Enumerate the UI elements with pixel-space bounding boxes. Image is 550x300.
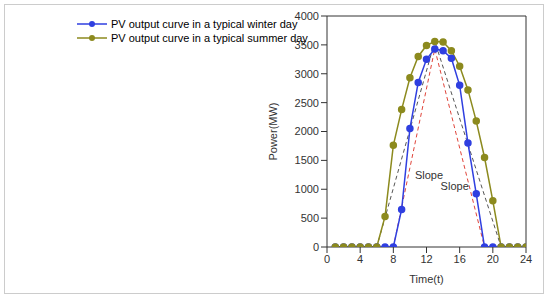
svg-text:8: 8 (390, 253, 396, 265)
svg-text:500: 500 (301, 212, 319, 224)
svg-text:3500: 3500 (295, 39, 319, 51)
svg-text:2000: 2000 (295, 125, 319, 137)
svg-text:4: 4 (357, 253, 363, 265)
svg-text:0: 0 (313, 241, 319, 253)
svg-text:Slope: Slope (415, 169, 443, 181)
svg-text:2500: 2500 (295, 97, 319, 109)
html-text:PV output curve in a typical w: PV output curve in a typical winter day (111, 18, 298, 30)
svg-text:24: 24 (520, 253, 532, 265)
svg-text:0: 0 (324, 253, 330, 265)
svg-text:1500: 1500 (295, 154, 319, 166)
html-text:PV output curve in a typical s: PV output curve in a typical summer day (111, 32, 308, 44)
svg-text:12: 12 (420, 253, 432, 265)
svg-text:16: 16 (454, 253, 466, 265)
svg-text:Power(MW): Power(MW) (267, 102, 279, 160)
svg-text:Slope: Slope (441, 180, 469, 192)
svg-text:20: 20 (487, 253, 499, 265)
svg-text:3000: 3000 (295, 68, 319, 80)
svg-text:Time(t): Time(t) (409, 273, 443, 285)
svg-text:1000: 1000 (295, 183, 319, 195)
svg-text:4000: 4000 (295, 10, 319, 22)
